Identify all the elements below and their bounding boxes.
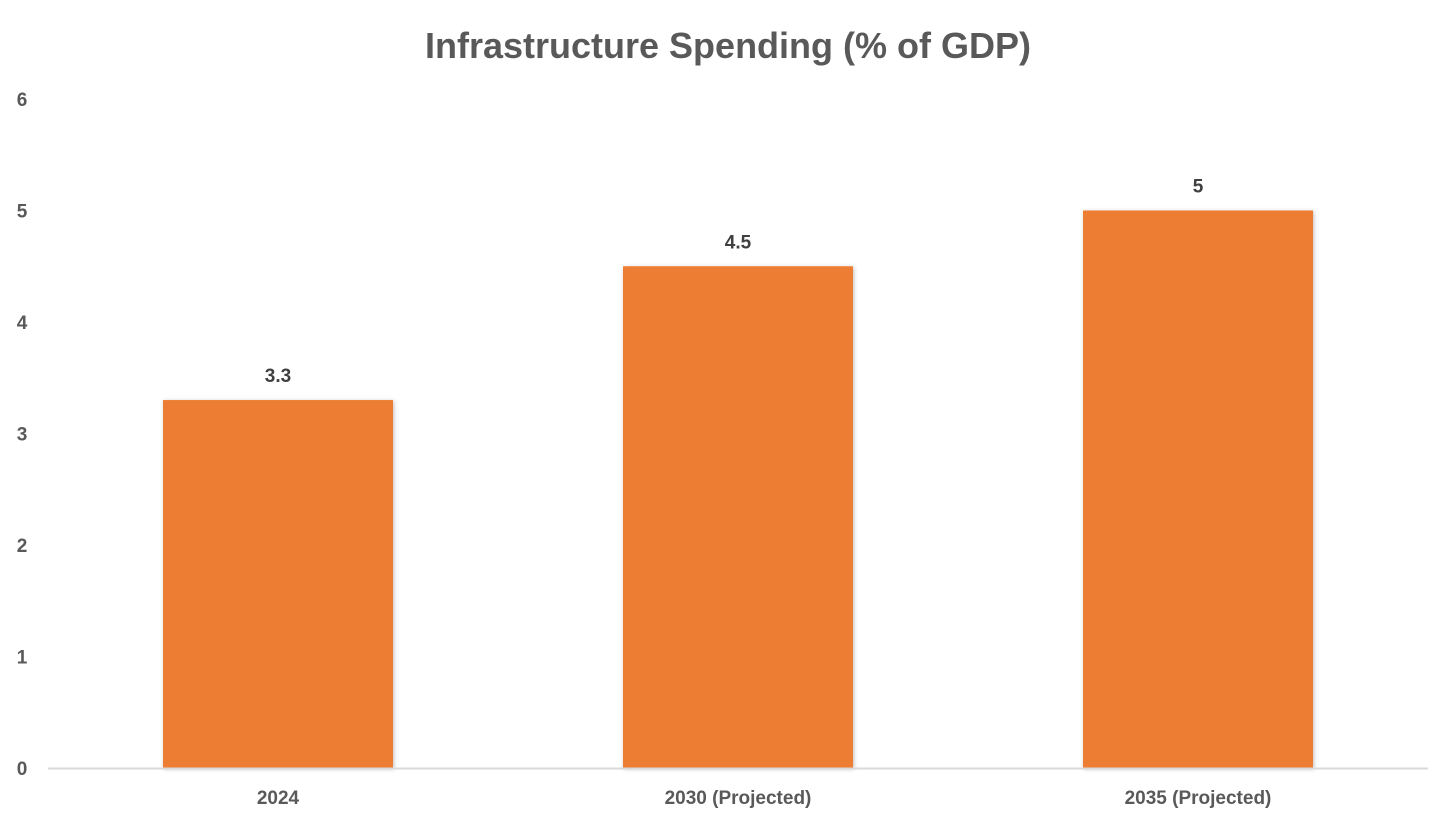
x-tick-label: 2035 (Projected) xyxy=(1125,788,1272,809)
y-tick-label: 5 xyxy=(17,202,28,223)
y-tick-label: 4 xyxy=(17,313,28,334)
data-label: 5 xyxy=(1193,177,1204,198)
y-tick-label: 3 xyxy=(17,425,28,446)
data-label: 4.5 xyxy=(725,232,752,253)
y-axis-labels: 0 1 2 3 4 5 6 xyxy=(17,90,28,780)
chart-title: Infrastructure Spending (% of GDP) xyxy=(425,25,1031,66)
bars xyxy=(163,210,1313,768)
x-axis-labels: 2024 2030 (Projected) 2035 (Projected) xyxy=(257,788,1272,809)
y-tick-label: 2 xyxy=(17,536,28,557)
bar xyxy=(163,400,393,768)
y-tick-label: 1 xyxy=(17,648,28,669)
y-tick-label: 0 xyxy=(17,759,28,780)
bar xyxy=(623,266,853,768)
x-tick-label: 2030 (Projected) xyxy=(665,788,812,809)
data-labels: 3.3 4.5 5 xyxy=(265,177,1204,388)
x-tick-label: 2024 xyxy=(257,788,300,809)
y-tick-label: 6 xyxy=(17,90,28,111)
data-label: 3.3 xyxy=(265,366,291,387)
bar xyxy=(1083,210,1313,768)
